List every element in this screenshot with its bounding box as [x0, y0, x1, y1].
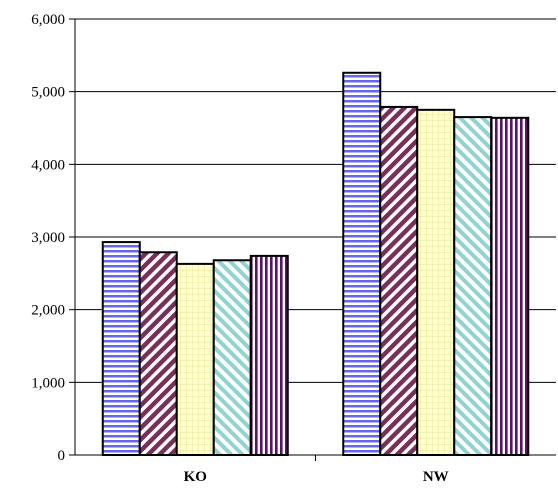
bar — [490, 116, 530, 457]
bar — [249, 254, 289, 456]
bars — [101, 71, 530, 457]
y-tick-label: 3,000 — [31, 230, 65, 246]
y-tick-label: 0 — [58, 448, 66, 464]
y-tick-label: 6,000 — [31, 12, 65, 28]
bar — [175, 262, 215, 456]
axes — [69, 18, 556, 461]
labels: 0 1,000 2,000 3,000 4,000 5,000 6,000 KO NW — [31, 12, 448, 485]
bar — [138, 251, 178, 456]
x-category-label: KO — [184, 469, 207, 485]
bar — [342, 71, 382, 456]
bar — [379, 105, 419, 456]
bar — [101, 241, 141, 456]
y-tick-label: 2,000 — [31, 303, 65, 319]
y-tick-label: 5,000 — [31, 85, 65, 101]
bar — [416, 108, 456, 456]
y-tick-label: 4,000 — [31, 157, 65, 173]
x-category-label: NW — [423, 469, 449, 485]
y-tick-label: 1,000 — [31, 375, 65, 391]
bar — [212, 259, 252, 456]
bar — [453, 116, 493, 456]
